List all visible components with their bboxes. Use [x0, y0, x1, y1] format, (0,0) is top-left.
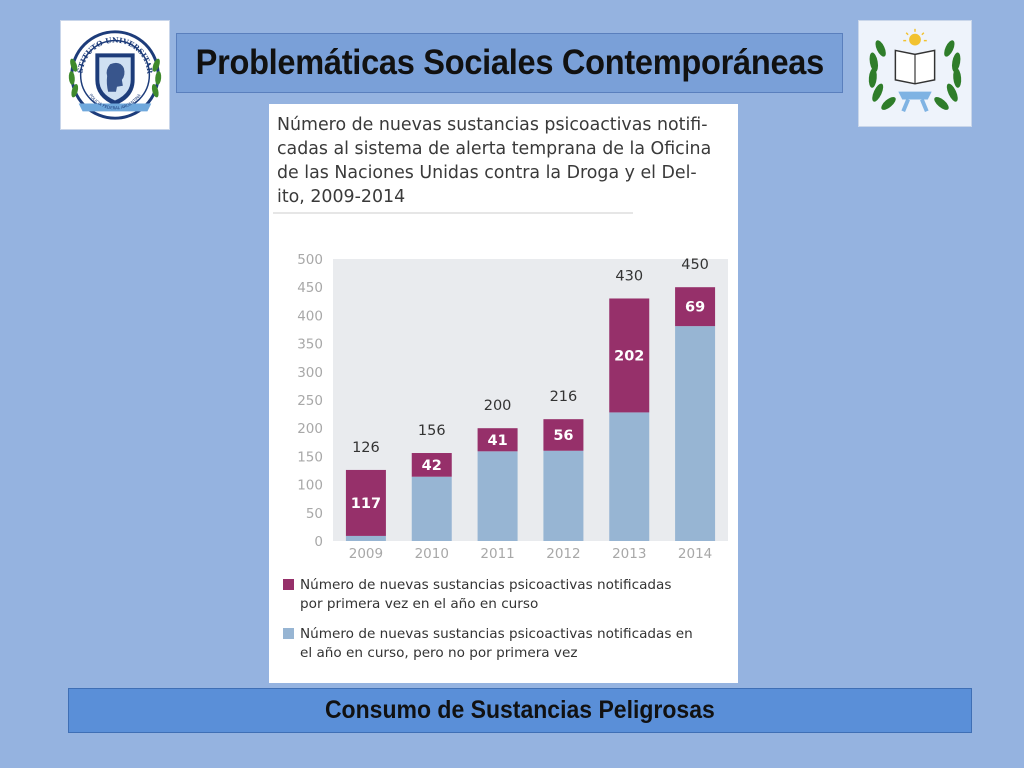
- bar-segment-label: 202: [614, 348, 644, 364]
- bar-segment-repeat: [543, 450, 584, 541]
- stacked-bar-chart: 0 50 100 150 200 250 300 350 400 450 500 117 126 2009…: [297, 252, 728, 562]
- y-tick-label: 250: [297, 393, 323, 409]
- x-tick-label: 2009: [349, 546, 383, 562]
- chart-title-line: Número de nuevas sustancias psicoactivas…: [277, 115, 708, 135]
- y-tick-label: 200: [297, 421, 323, 437]
- bar-segment-repeat: [411, 476, 452, 541]
- legend-line: Número de nuevas sustancias psicoactivas…: [300, 626, 693, 642]
- bar-total-label: 200: [484, 398, 512, 414]
- chart-title-line: ito, 2009-2014: [277, 187, 406, 207]
- bar-segment-first-time: [543, 419, 584, 451]
- bar-segment-label: 41: [487, 433, 507, 449]
- bar-segment-repeat: [345, 535, 386, 541]
- bar-total-label: 430: [615, 268, 643, 284]
- bar-segment-label: 56: [553, 428, 573, 444]
- bar-segment-first-time: [411, 453, 452, 477]
- y-tick-label: 150: [297, 449, 323, 465]
- bar-total-label: 156: [418, 423, 446, 439]
- bar-total-label: 216: [550, 389, 578, 405]
- x-tick-label: 2010: [415, 546, 449, 562]
- bar-segment-first-time: [477, 428, 518, 452]
- y-tick-label: 450: [297, 280, 323, 296]
- legend-label: Número de nuevas sustancias psicoactivas…: [300, 625, 693, 663]
- bar-segment-repeat: [477, 451, 518, 541]
- x-tick-label: 2012: [546, 546, 580, 562]
- y-tick-label: 100: [297, 478, 323, 494]
- chart-title-line: de las Naciones Unidas contra la Droga y…: [277, 163, 697, 183]
- y-tick-label: 0: [314, 534, 323, 550]
- y-tick-label: 400: [297, 308, 323, 324]
- legend-line: el año en curso, pero no por primera vez: [300, 645, 578, 661]
- legend-swatch: [283, 579, 294, 590]
- y-tick-label: 500: [297, 252, 323, 268]
- bar-segment-label: 117: [351, 496, 381, 512]
- y-tick-label: 50: [306, 506, 323, 522]
- bar-segment-label: 42: [422, 458, 442, 474]
- instituto-universitario-logo: INSTITUTO UNIVERSITARIO POLICIA FEDERAL …: [60, 20, 170, 130]
- footer-bar: Consumo de Sustancias Peligrosas: [68, 688, 972, 733]
- y-tick-label: 350: [297, 337, 323, 353]
- legend-swatch: [283, 628, 294, 639]
- footer-title: Consumo de Sustancias Peligrosas: [325, 696, 715, 724]
- page-title: Problemáticas Sociales Contemporáneas: [195, 43, 824, 82]
- y-tick-label: 300: [297, 365, 323, 381]
- bar-segment-first-time: [675, 287, 716, 327]
- laurel-open-book-emblem-icon: [868, 28, 962, 113]
- legend-line: por primera vez en el año en curso: [300, 596, 539, 612]
- chart-title: Número de nuevas sustancias psicoactivas…: [277, 113, 735, 209]
- plot-background: [333, 259, 728, 541]
- x-tick-label: 2013: [612, 546, 646, 562]
- legend-label: Número de nuevas sustancias psicoactivas…: [300, 576, 671, 614]
- institution-emblem-logo: [858, 20, 972, 127]
- bar-segment-repeat: [609, 412, 650, 541]
- bar-segment-repeat: [675, 326, 716, 541]
- bar-total-label: 450: [681, 257, 709, 273]
- chart-panel: Número de nuevas sustancias psicoactivas…: [269, 104, 738, 683]
- instituto-universitario-seal-icon: INSTITUTO UNIVERSITARIO POLICIA FEDERAL …: [61, 21, 162, 120]
- legend-line: Número de nuevas sustancias psicoactivas…: [300, 577, 672, 593]
- bar-segment-first-time: [609, 298, 650, 413]
- chart-title-line: cadas al sistema de alerta temprana de l…: [277, 139, 712, 159]
- bar-total-label: 126: [352, 440, 380, 456]
- bar-segment-label: 69: [685, 300, 705, 316]
- x-tick-label: 2014: [678, 546, 712, 562]
- page-title-bar: Problemáticas Sociales Contemporáneas: [176, 33, 843, 93]
- bar-segment-first-time: [345, 469, 386, 536]
- title-divider: [273, 212, 633, 214]
- legend-item-repeat: Número de nuevas sustancias psicoactivas…: [283, 625, 693, 663]
- legend-item-first-time: Número de nuevas sustancias psicoactivas…: [283, 576, 671, 614]
- x-tick-label: 2011: [480, 546, 514, 562]
